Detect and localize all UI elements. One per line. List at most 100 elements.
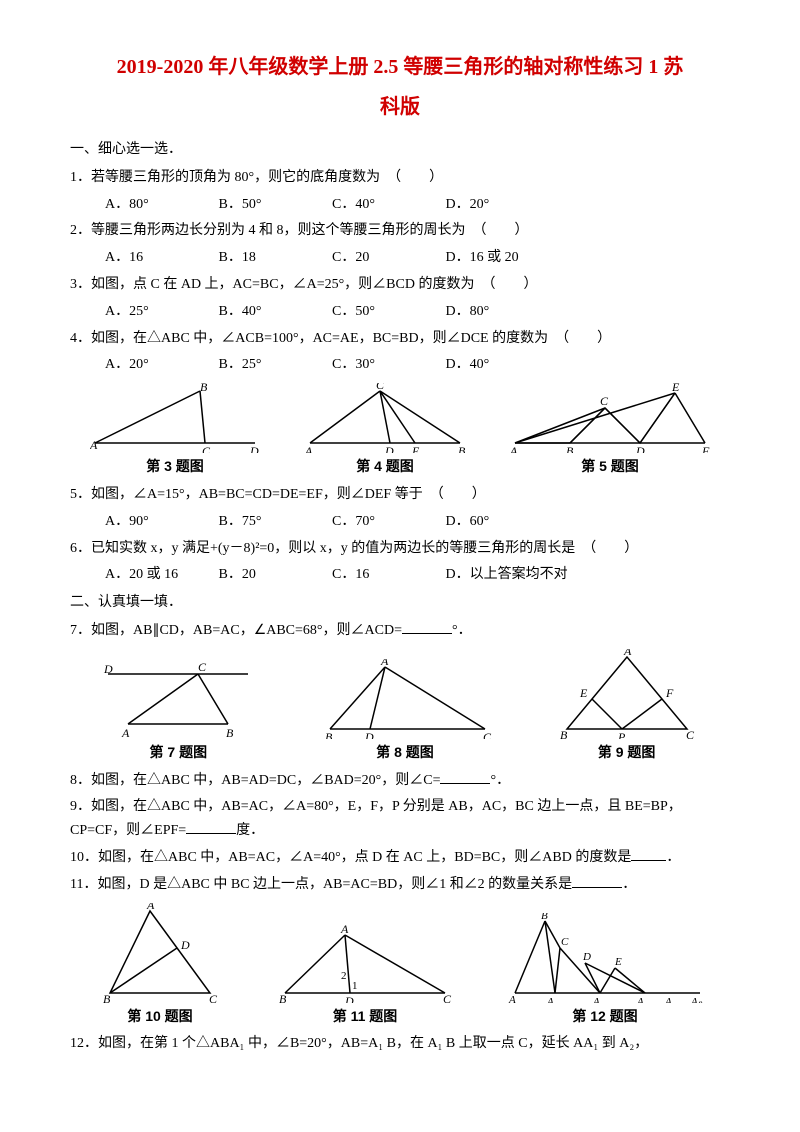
svg-text:B: B xyxy=(226,726,234,739)
figure-q5: A B C D E F 第 5 题图 xyxy=(510,383,710,479)
q1-opt-a: A．80° xyxy=(105,193,215,217)
svg-text:C: C xyxy=(202,444,211,453)
svg-text:1: 1 xyxy=(352,980,358,992)
q9-text-b: 度． xyxy=(236,823,264,838)
q5-opt-d: D．60° xyxy=(446,510,556,534)
svg-text:A: A xyxy=(121,726,130,739)
q4-opt-b: B．25° xyxy=(219,353,329,377)
question-10: 10．如图，在△ABC 中，AB=AC，∠A=40°，点 D 在 AC 上，BD… xyxy=(70,846,730,870)
svg-text:B: B xyxy=(541,913,548,922)
svg-text:P: P xyxy=(617,730,626,739)
q5-opt-b: B．75° xyxy=(219,510,329,534)
figure-q3: A B C D 第 3 题图 xyxy=(90,383,260,479)
svg-text:A: A xyxy=(90,438,98,452)
q4-opt-a: A．20° xyxy=(105,353,215,377)
q3-opt-b: B．40° xyxy=(219,300,329,324)
question-7: 7．如图，AB∥CD，AB=AC，∠ABC=68°，则∠ACD=°． xyxy=(70,619,730,643)
q6-opt-b: B．20 xyxy=(219,563,329,587)
figure-row-2: D C A B 第 7 题图 A B D C 第 8 题图 xyxy=(70,649,730,765)
question-2: 2．等腰三角形两边长分别为 4 和 8，则这个等腰三角形的周长为 （ ） xyxy=(70,219,730,243)
figure-q12-caption: 第 12 题图 xyxy=(505,1005,705,1029)
svg-text:A: A xyxy=(340,923,349,936)
q6-opt-a: A．20 或 16 xyxy=(105,563,215,587)
q1-opt-c: C．40° xyxy=(332,193,442,217)
svg-text:D: D xyxy=(103,662,113,676)
svg-text:E: E xyxy=(579,686,588,700)
q10-text-a: 10．如图，在△ABC 中，AB=AC，∠A=40°，点 D 在 AC 上，BD… xyxy=(70,850,631,865)
question-6-options: A．20 或 16 B．20 C．16 D．以上答案均不对 xyxy=(70,563,730,587)
figure-q8-caption: 第 8 题图 xyxy=(315,741,495,765)
q9-text-a: 9．如图，在△ABC 中，AB=AC，∠A=80°，E，F，P 分别是 AB，A… xyxy=(70,799,682,838)
figure-q7-caption: 第 7 题图 xyxy=(98,741,258,765)
svg-text:A₁: A₁ xyxy=(546,996,558,1003)
figure-q5-caption: 第 5 题图 xyxy=(510,455,710,479)
svg-text:A₄: A₄ xyxy=(664,996,676,1003)
svg-text:B: B xyxy=(279,992,287,1003)
svg-text:B: B xyxy=(560,728,568,739)
svg-text:A: A xyxy=(623,649,632,658)
figure-q11-caption: 第 11 题图 xyxy=(275,1005,455,1029)
figure-q9: A E F B P C 第 9 题图 xyxy=(552,649,702,765)
svg-text:B: B xyxy=(566,444,574,453)
svg-text:D: D xyxy=(582,951,591,963)
svg-text:D: D xyxy=(364,730,374,739)
q3-opt-d: D．80° xyxy=(446,300,556,324)
question-6: 6．已知实数 x，y 满足+(y－8)²=0，则以 x，y 的值为两边长的等腰三… xyxy=(70,537,730,561)
svg-text:C: C xyxy=(376,383,385,392)
question-1-options: A．80° B．50° C．40° D．20° xyxy=(70,193,730,217)
figure-q12: B C D E A A₁ A₂ A₃ A₄ Aₙ 第 12 题图 xyxy=(505,913,705,1029)
svg-text:C: C xyxy=(561,936,569,948)
q2-opt-b: B．18 xyxy=(219,246,329,270)
svg-text:D: D xyxy=(635,444,645,453)
svg-text:C: C xyxy=(443,992,452,1003)
svg-text:A: A xyxy=(304,444,313,453)
q8-text-b: °． xyxy=(490,773,510,788)
svg-text:Aₙ: Aₙ xyxy=(690,996,703,1003)
svg-text:D: D xyxy=(344,994,354,1003)
q2-opt-d: D．16 或 20 xyxy=(446,246,556,270)
q11-blank xyxy=(572,873,622,888)
svg-text:E: E xyxy=(614,956,622,968)
figure-q10-caption: 第 10 题图 xyxy=(95,1005,225,1029)
question-9: 9．如图，在△ABC 中，AB=AC，∠A=80°，E，F，P 分别是 AB，A… xyxy=(70,795,730,843)
svg-text:E: E xyxy=(411,444,420,453)
svg-text:C: C xyxy=(209,992,218,1003)
svg-text:F: F xyxy=(665,686,674,700)
q7-text-b: °． xyxy=(452,623,472,638)
question-5: 5．如图，∠A=15°，AB=BC=CD=DE=EF，则∠DEF 等于 （ ） xyxy=(70,483,730,507)
q1-opt-b: B．50° xyxy=(219,193,329,217)
svg-text:B: B xyxy=(103,992,111,1003)
q5-opt-c: C．70° xyxy=(332,510,442,534)
doc-title-2: 科版 xyxy=(70,90,730,124)
figure-q11: 2 1 A B D C 第 11 题图 xyxy=(275,923,455,1029)
q6-opt-c: C．16 xyxy=(332,563,442,587)
figure-row-1: A B C D 第 3 题图 A C D E B 第 xyxy=(70,383,730,479)
q11-text-a: 11．如图，D 是△ABC 中 BC 边上一点，AB=AC=BD，则∠1 和∠2… xyxy=(70,877,572,892)
svg-text:C: C xyxy=(600,394,609,408)
q10-text-b: ． xyxy=(666,850,680,865)
section-2-head: 二、认真填一填． xyxy=(70,591,730,615)
q2-opt-a: A．16 xyxy=(105,246,215,270)
svg-text:F: F xyxy=(701,444,710,453)
question-12: 12．如图，在第 1 个△ABA₁ 中，∠B=20°，AB=A₁ B，在 A₁ … xyxy=(70,1032,730,1056)
svg-text:B: B xyxy=(325,730,333,739)
figure-q10: A D B C 第 10 题图 xyxy=(95,903,225,1029)
question-5-options: A．90° B．75° C．70° D．60° xyxy=(70,510,730,534)
q11-text-b: ． xyxy=(622,877,636,892)
svg-text:A: A xyxy=(508,994,516,1003)
svg-text:C: C xyxy=(686,728,695,739)
q1-opt-d: D．20° xyxy=(446,193,556,217)
svg-text:B: B xyxy=(200,383,208,394)
svg-text:A₃: A₃ xyxy=(636,996,648,1003)
svg-text:B: B xyxy=(458,444,466,453)
svg-text:D: D xyxy=(249,444,259,453)
figure-q8: A B D C 第 8 题图 xyxy=(315,659,495,765)
q7-blank xyxy=(402,619,452,634)
figure-q4: A C D E B 第 4 题图 xyxy=(300,383,470,479)
svg-text:A₂: A₂ xyxy=(592,996,604,1003)
q4-opt-d: D．40° xyxy=(446,353,556,377)
figure-q9-caption: 第 9 题图 xyxy=(552,741,702,765)
svg-text:C: C xyxy=(198,660,207,674)
question-8: 8．如图，在△ABC 中，AB=AD=DC，∠BAD=20°，则∠C=°． xyxy=(70,769,730,793)
figure-q3-caption: 第 3 题图 xyxy=(90,455,260,479)
